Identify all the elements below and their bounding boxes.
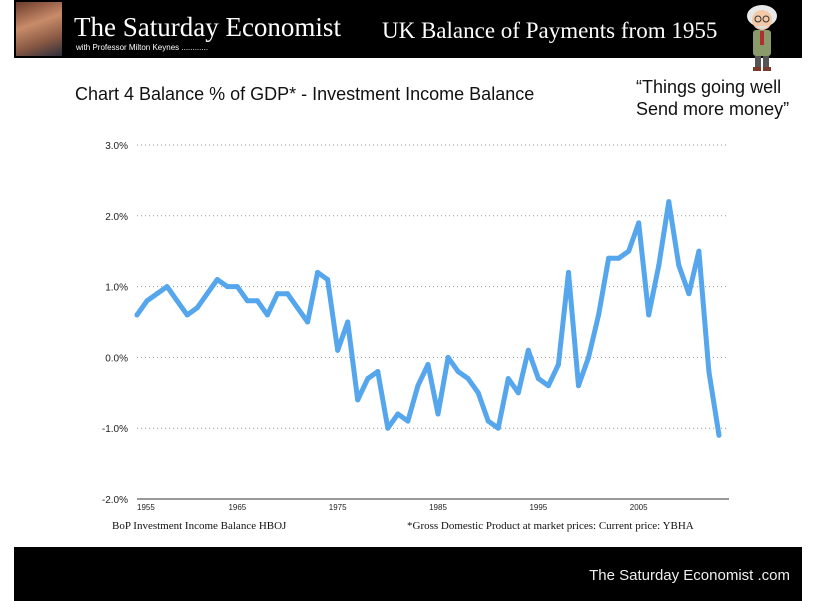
data-point	[325, 277, 331, 283]
data-point	[405, 418, 411, 424]
y-tick-label: 2.0%	[105, 212, 128, 223]
quote-line-1: “Things going well	[636, 77, 782, 97]
data-point	[264, 312, 270, 318]
data-point	[525, 347, 531, 353]
footer-bar: The Saturday Economist .com	[14, 547, 802, 601]
data-point	[244, 298, 250, 304]
x-tick-label: 1965	[228, 503, 246, 512]
series-points	[134, 199, 722, 438]
chart-gridlines	[137, 144, 729, 429]
data-point	[706, 369, 712, 375]
x-tick-label: 1955	[137, 503, 155, 512]
data-point	[254, 298, 260, 304]
data-point	[606, 255, 612, 261]
x-tick-label: 1995	[529, 503, 547, 512]
data-point	[365, 376, 371, 382]
x-tick-label: 1985	[429, 503, 447, 512]
x-tick-label: 1975	[329, 503, 347, 512]
data-point	[636, 220, 642, 226]
data-point	[234, 284, 240, 290]
data-point	[174, 298, 180, 304]
data-point	[616, 255, 622, 261]
source-note-right: *Gross Domestic Product at market prices…	[407, 520, 694, 532]
data-point	[596, 312, 602, 318]
header-bar: The Saturday Economist with Professor Mi…	[14, 0, 802, 58]
data-point	[646, 312, 652, 318]
data-point	[696, 248, 702, 254]
data-point	[586, 354, 592, 360]
author-photo	[16, 2, 62, 56]
data-point	[134, 312, 140, 318]
data-point	[485, 418, 491, 424]
chart-title: Chart 4 Balance % of GDP* - Investment I…	[75, 84, 535, 104]
y-tick-label: 1.0%	[105, 283, 128, 294]
data-point	[435, 411, 441, 417]
y-tick-label: -1.0%	[102, 424, 128, 435]
data-point	[385, 425, 391, 431]
data-point	[666, 199, 672, 205]
data-point	[455, 369, 461, 375]
data-point	[184, 312, 190, 318]
data-point	[214, 277, 220, 283]
y-tick-label: -2.0%	[102, 495, 128, 506]
quote: “Things going well Send more money”	[636, 76, 789, 120]
data-point	[686, 291, 692, 297]
data-point	[505, 376, 511, 382]
data-point	[415, 383, 421, 389]
data-point	[285, 291, 291, 297]
data-point	[425, 361, 431, 367]
data-point	[656, 262, 662, 268]
data-point	[555, 361, 561, 367]
data-point	[565, 269, 571, 275]
data-point	[144, 298, 150, 304]
data-point	[716, 432, 722, 438]
y-tick-label: 0.0%	[105, 353, 128, 364]
data-point	[154, 291, 160, 297]
line-chart: 3.0%2.0%1.0%0.0%-1.0%-2.0% 1955 1965 1975 1…	[102, 141, 729, 532]
data-point	[315, 269, 321, 275]
data-point	[305, 319, 311, 325]
data-point	[465, 376, 471, 382]
data-point	[515, 390, 521, 396]
data-point	[575, 383, 581, 389]
source-note-left: BoP Investment Income Balance HBOJ	[112, 520, 287, 532]
series-line	[134, 199, 722, 438]
data-point	[535, 376, 541, 382]
data-point	[445, 354, 451, 360]
y-axis-ticks: 3.0% 2.0% 1.0% 0.0% -1.0% -2.0%	[102, 141, 128, 506]
header-title: UK Balance of Payments from 1955	[382, 18, 718, 43]
professor-mascot-icon	[747, 5, 777, 71]
data-point	[295, 305, 301, 311]
x-axis-ticks: 1955 1965 1975 1985 1995 2005	[137, 503, 648, 512]
data-point	[345, 319, 351, 325]
data-point	[475, 390, 481, 396]
data-point	[676, 262, 682, 268]
data-point	[395, 411, 401, 417]
brand-subtitle: with Professor Milton Keynes ...........…	[76, 43, 209, 52]
footer-text: The Saturday Economist .com	[589, 567, 790, 584]
data-point	[545, 383, 551, 389]
data-point	[204, 291, 210, 297]
data-point	[164, 284, 170, 290]
data-point	[626, 248, 632, 254]
x-tick-label: 2005	[630, 503, 648, 512]
data-point	[335, 347, 341, 353]
data-point	[224, 284, 230, 290]
data-point	[194, 305, 200, 311]
data-point	[355, 397, 361, 403]
data-point	[375, 369, 381, 375]
brand-title: The Saturday Economist	[74, 12, 341, 42]
data-point	[495, 425, 501, 431]
quote-line-2: Send more money”	[636, 99, 790, 119]
y-tick-label: 3.0%	[105, 141, 128, 152]
data-point	[274, 291, 280, 297]
